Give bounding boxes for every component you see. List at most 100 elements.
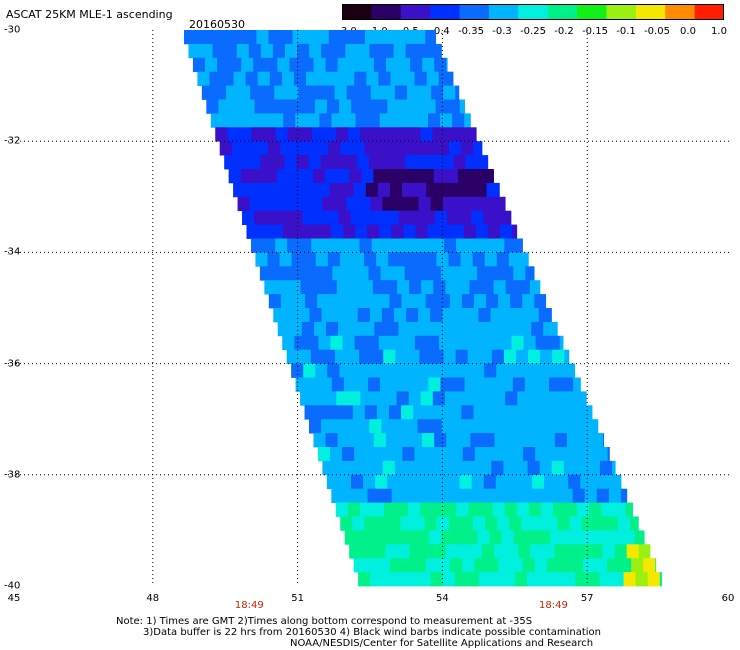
colorbar-tick-label: -0.05 <box>644 26 670 37</box>
heatmap-cell <box>510 447 524 462</box>
heatmap-cell <box>294 335 307 351</box>
colorbar-segment <box>577 4 607 20</box>
heatmap-cell <box>309 308 322 323</box>
heatmap-cell <box>335 238 348 253</box>
heatmap-cell <box>237 196 251 212</box>
heatmap-cell <box>551 460 565 476</box>
heatmap-cell <box>396 127 409 142</box>
heatmap-cell <box>522 558 536 573</box>
heatmap-cell <box>531 321 544 337</box>
heatmap-cell <box>287 127 301 142</box>
heatmap-cell <box>336 280 350 295</box>
x-tick-label: 54 <box>436 593 449 604</box>
heatmap-cell <box>355 377 369 392</box>
heatmap-cell <box>252 169 266 184</box>
heatmap-cell <box>392 530 406 545</box>
heatmap-cell <box>308 155 322 170</box>
heatmap-cell <box>422 321 436 337</box>
heatmap-cell <box>456 391 470 406</box>
heatmap-cell <box>326 321 339 337</box>
y-tick-label: -40 <box>4 580 21 592</box>
heatmap-cell <box>342 447 355 462</box>
heatmap-cell <box>362 210 376 225</box>
heatmap-cell <box>462 558 475 573</box>
heatmap-cell <box>393 43 407 59</box>
heatmap-cell <box>577 502 590 517</box>
heatmap-cell <box>479 460 492 476</box>
heatmap-cell <box>188 43 201 59</box>
heatmap-cell <box>377 182 391 198</box>
heatmap-cell <box>255 141 269 156</box>
heatmap-cell <box>531 474 545 490</box>
heatmap-cell <box>417 530 430 545</box>
heatmap-cell <box>358 460 372 476</box>
heatmap-cell <box>587 460 601 476</box>
heatmap-cell <box>277 321 291 337</box>
heatmap-cell <box>478 196 492 212</box>
heatmap-cell <box>346 196 359 212</box>
heatmap-cell <box>522 294 535 309</box>
heatmap-cell <box>526 308 540 323</box>
heatmap-cell <box>294 224 308 239</box>
heatmap-cell <box>458 433 471 448</box>
heatmap-cell <box>498 182 500 198</box>
heatmap-cell <box>303 252 317 267</box>
heatmap-cell <box>278 99 292 114</box>
heatmap-cell <box>459 474 473 490</box>
heatmap-cell <box>413 558 427 573</box>
heatmap-cell <box>472 516 486 531</box>
heatmap-cell <box>586 419 599 434</box>
heatmap-cell <box>454 196 468 212</box>
heatmap-cell <box>438 71 452 86</box>
heatmap-cell <box>370 85 384 100</box>
heatmap-cell <box>427 488 441 503</box>
heatmap-cell <box>603 433 605 448</box>
heatmap-cell <box>257 71 271 86</box>
heatmap-cell <box>423 99 436 114</box>
heatmap-cell <box>595 447 608 462</box>
heatmap-cell <box>457 169 471 184</box>
heatmap-cell <box>388 252 401 267</box>
heatmap-cell <box>309 43 322 59</box>
heatmap-cell <box>423 474 436 490</box>
heatmap-cell <box>339 252 353 267</box>
heatmap-cell <box>487 224 501 239</box>
heatmap-cell <box>340 405 354 420</box>
heatmap-cell <box>361 544 374 559</box>
heatmap-cell <box>456 238 469 253</box>
heatmap-cell <box>372 127 385 142</box>
heatmap-cell <box>477 155 489 170</box>
heatmap-cell <box>384 127 397 142</box>
heatmap-cell <box>486 294 499 309</box>
heatmap-cell <box>622 530 635 545</box>
heatmap-cell <box>453 530 466 545</box>
heatmap-cell <box>356 266 369 281</box>
heatmap-cell <box>347 238 360 253</box>
heatmap-cell <box>607 558 620 573</box>
heatmap-cell <box>513 266 526 281</box>
heatmap-cell <box>416 266 430 281</box>
heatmap-cell <box>501 530 515 545</box>
heatmap-cell <box>614 544 628 559</box>
heatmap-cell <box>441 419 455 434</box>
heatmap-cell <box>426 447 439 462</box>
heatmap-cell <box>260 155 273 170</box>
heatmap-cell <box>242 210 255 225</box>
heatmap-cell <box>253 57 266 73</box>
heatmap-cell <box>455 349 469 364</box>
heatmap-cell <box>529 391 542 406</box>
heatmap-cell <box>519 321 532 337</box>
heatmap-cell <box>299 238 312 253</box>
heatmap-cell <box>332 155 346 170</box>
heatmap-cell <box>419 349 432 364</box>
heatmap-cell <box>300 391 313 406</box>
heatmap-cell <box>406 572 419 587</box>
heatmap-cell <box>422 57 435 73</box>
heatmap-cell <box>388 516 401 531</box>
heatmap-cell <box>259 113 272 128</box>
heatmap-cell <box>406 196 419 212</box>
heatmap-cell <box>517 280 531 295</box>
heatmap-cell <box>499 224 513 239</box>
heatmap-cell <box>429 530 442 545</box>
heatmap-cell <box>559 447 572 462</box>
